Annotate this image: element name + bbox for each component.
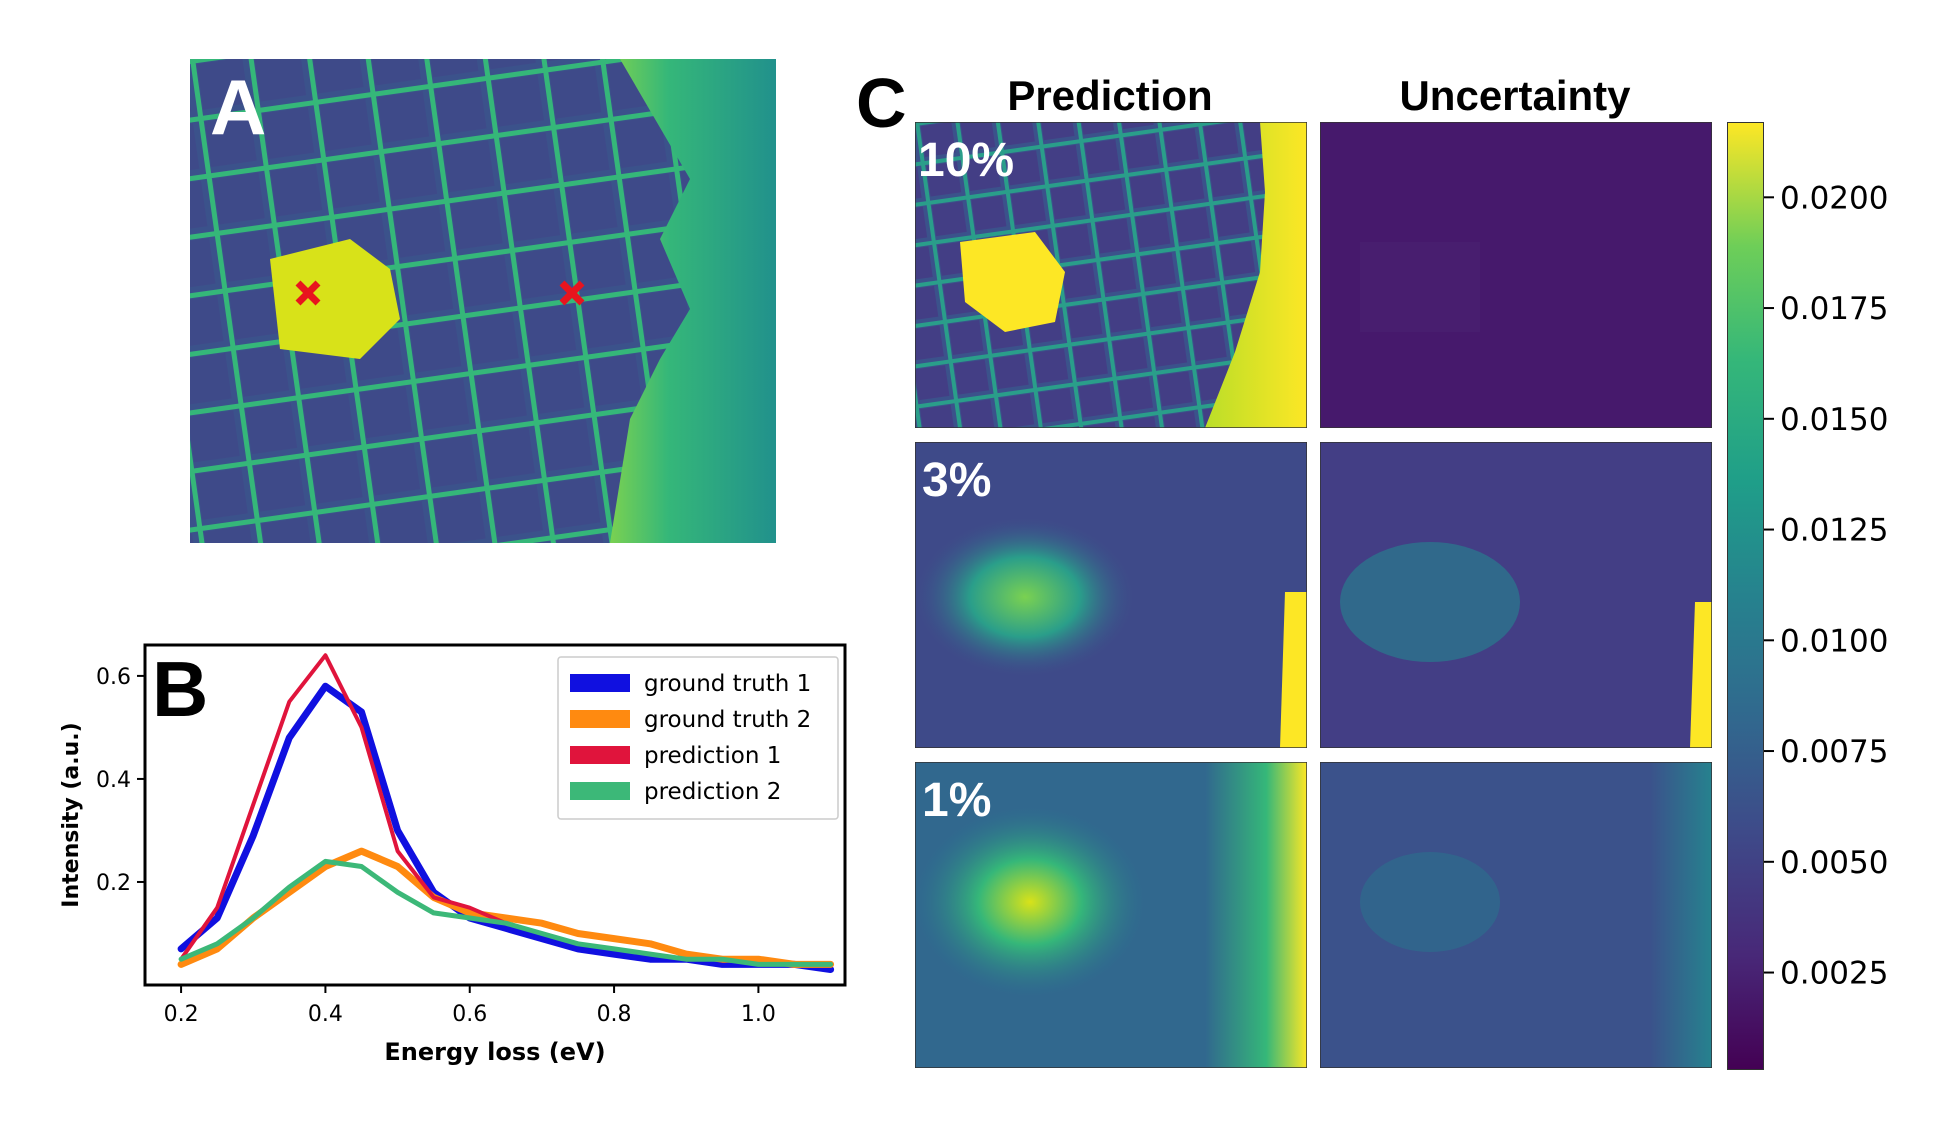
y-tick-label: 0.2 [96, 871, 131, 896]
panel-c-letter: C [856, 64, 907, 142]
colorbar [1727, 122, 1764, 1070]
legend-swatch [570, 782, 630, 800]
prediction-map-3 [915, 442, 1307, 748]
legend-swatch [570, 746, 630, 764]
series-line-4 [178, 858, 834, 967]
panel-a-map [190, 59, 776, 543]
panel-b-chart: 0.2 0.4 0.6 0.8 1.0 0.2 0.4 0.6 Energy loss (e… [59, 643, 847, 1066]
colorbar-tick-label: 0.0050 [1780, 845, 1888, 881]
col-title-prediction: Prediction [1007, 72, 1213, 119]
colorbar-tick-label: 0.0025 [1780, 956, 1888, 992]
colorbar-tick-label: 0.0125 [1780, 513, 1888, 549]
colorbar-tick-label: 0.0075 [1780, 734, 1888, 770]
marker-2 [559, 280, 585, 306]
row-label-10: 10% [918, 134, 1015, 187]
panel-a-letter: A [210, 63, 267, 151]
legend-swatch [570, 710, 630, 728]
prediction-map-1 [915, 762, 1307, 1068]
x-axis-label: Energy loss (eV) [384, 1038, 605, 1066]
x-tick-label: 0.2 [164, 1002, 199, 1027]
colorbar-ticks: 0.0200 0.0175 0.0150 0.0125 0.0100 0.0075 0.00… [1764, 180, 1888, 992]
colorbar-tick-label: 0.0200 [1780, 180, 1888, 216]
col-title-uncertainty: Uncertainty [1399, 72, 1631, 119]
legend: ground truth 1 ground truth 2 prediction 1… [557, 656, 839, 820]
colorbar-tick-label: 0.0100 [1780, 623, 1888, 659]
x-tick-label: 0.8 [597, 1002, 632, 1027]
legend-swatch [570, 674, 630, 692]
uncertainty-map-3 [1320, 442, 1712, 748]
y-tick-label: 0.4 [96, 768, 131, 793]
legend-label: ground truth 2 [644, 707, 811, 733]
legend-label: prediction 2 [644, 779, 781, 805]
panel-b-letter: B [152, 645, 209, 733]
uncertainty-map-1 [1320, 762, 1712, 1068]
x-tick-label: 1.0 [741, 1002, 776, 1027]
colorbar-tick-label: 0.0175 [1780, 291, 1888, 327]
marker-1 [295, 280, 321, 306]
row-label-1: 1% [922, 774, 992, 827]
row-label-3: 3% [922, 454, 992, 507]
x-tick-label: 0.6 [452, 1002, 487, 1027]
colorbar-tick-label: 0.0150 [1780, 402, 1888, 438]
series-line-2 [177, 847, 835, 968]
y-tick-label: 0.6 [96, 665, 131, 690]
prediction-map-10 [915, 122, 1307, 428]
y-axis-label: Intensity (a.u.) [59, 722, 84, 907]
plot-frame [143, 643, 847, 987]
uncertainty-map-10 [1320, 122, 1712, 428]
legend-label: ground truth 1 [644, 671, 811, 697]
series-line-1 [177, 682, 835, 973]
x-tick-label: 0.4 [308, 1002, 343, 1027]
legend-label: prediction 1 [644, 743, 781, 769]
